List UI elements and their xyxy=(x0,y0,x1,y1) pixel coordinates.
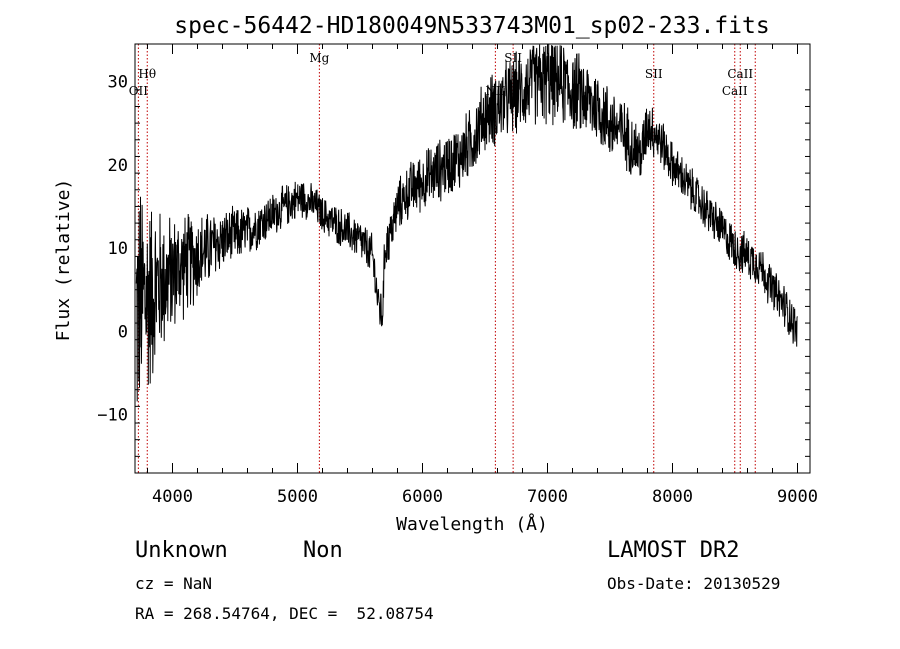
x-tick-label: 4000 xyxy=(152,487,193,507)
object-subclass: Non xyxy=(303,538,343,563)
y-tick-label: 20 xyxy=(108,156,128,176)
annotation-label: NII xyxy=(485,84,505,98)
x-axis-ticks: 4000 5000 6000 7000 8000 9000 xyxy=(147,44,818,507)
y-tick-label: −10 xyxy=(97,406,128,426)
spectrum-series xyxy=(135,44,798,402)
redshift-text: cz = NaN xyxy=(135,574,213,593)
x-tick-label: 7000 xyxy=(527,487,568,507)
annotation-label: SII xyxy=(504,51,522,65)
y-axis-label: Flux (relative) xyxy=(53,179,74,342)
annotation-label: OII xyxy=(129,84,149,98)
annotation-label: CaII xyxy=(722,84,748,98)
x-tick-label: 8000 xyxy=(652,487,693,507)
y-tick-label: 30 xyxy=(108,72,128,92)
obs-date-text: Obs-Date: 20130529 xyxy=(607,574,781,593)
annotation-label: CaII xyxy=(727,67,753,81)
plot-frame xyxy=(134,43,811,474)
chart-title: spec-56442-HD180049N533743M01_sp02-233.f… xyxy=(174,13,769,39)
object-class: Unknown xyxy=(135,538,228,563)
coordinates-text: RA = 268.54764, DEC = 52.08754 xyxy=(135,604,434,623)
annotation-label: SII xyxy=(645,67,663,81)
y-tick-label: 10 xyxy=(108,239,128,259)
x-tick-label: 9000 xyxy=(777,487,818,507)
annotation-label: Mg xyxy=(309,51,329,65)
x-axis-label: Wavelength (Å) xyxy=(396,513,548,535)
annotation-label: Hθ xyxy=(138,67,156,81)
y-tick-label: 0 xyxy=(118,322,128,342)
x-tick-label: 5000 xyxy=(277,487,318,507)
survey-label: LAMOST DR2 xyxy=(607,538,740,563)
spectrum-line xyxy=(135,44,798,402)
y-axis-ticks: −10 0 10 20 30 xyxy=(97,72,810,457)
x-tick-label: 6000 xyxy=(402,487,443,507)
